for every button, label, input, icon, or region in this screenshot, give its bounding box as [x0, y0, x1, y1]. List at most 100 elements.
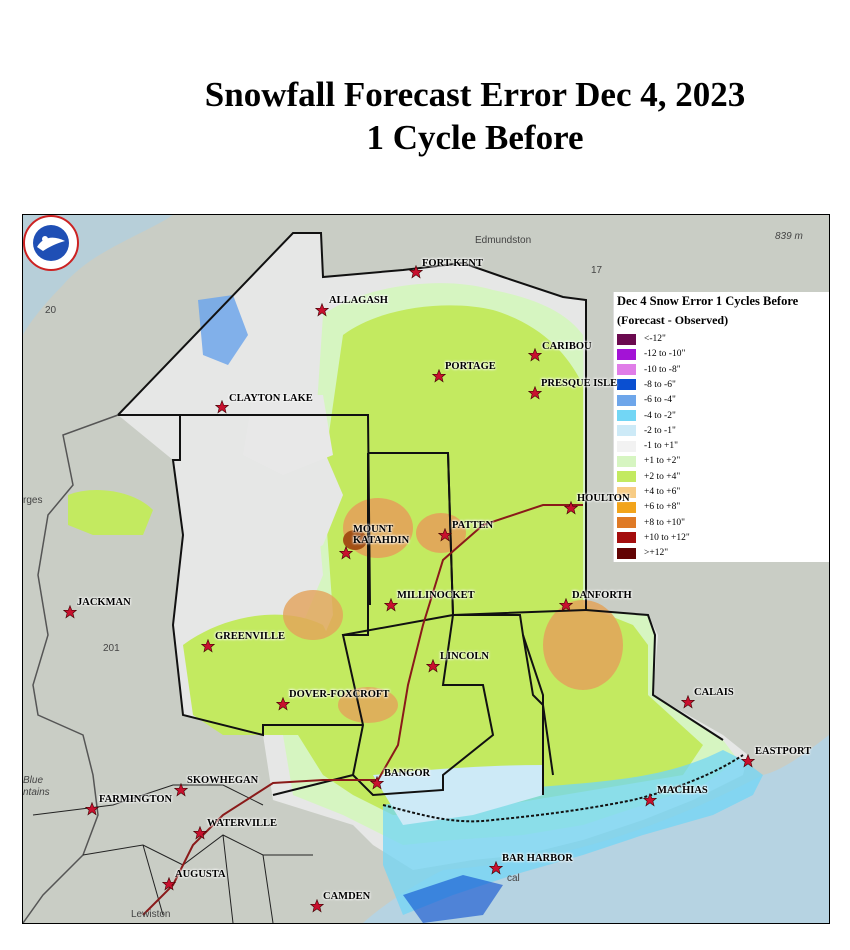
city-star-icon[interactable]	[426, 659, 440, 673]
error-patch-katahdin-peak	[343, 530, 367, 550]
city-label-camden: CAMDEN	[323, 891, 371, 902]
legend-label: +2 to +4"	[644, 471, 681, 482]
legend-swatch	[617, 425, 636, 437]
city-label-eastport: EASTPORT	[755, 746, 812, 757]
city-star-icon[interactable]	[63, 605, 77, 619]
label-edmundston: Edmundston	[475, 235, 532, 246]
legend-label: +1 to +2"	[644, 456, 681, 467]
city-label-clayton-lake: CLAYTON LAKE	[229, 393, 313, 404]
city-label-greenville: GREENVILLE	[215, 631, 286, 642]
error-patch-greenville	[283, 590, 343, 640]
city-star-icon[interactable]	[564, 501, 578, 515]
legend-swatch	[617, 348, 636, 360]
city-star-icon[interactable]	[528, 348, 542, 362]
legend-item: <-12"	[617, 332, 666, 346]
legend-label: -10 to -8"	[644, 364, 681, 375]
legend-item: -4 to -2"	[617, 409, 676, 423]
legend-label: +6 to +8"	[644, 502, 681, 513]
city-label-machias: MACHIAS	[657, 785, 708, 796]
legend-label: >+12"	[644, 548, 669, 559]
error-band-plus2-west	[183, 614, 353, 735]
forecast-error-map[interactable]: Edmundston 839 m 17 20 201 rges Blue nta…	[22, 214, 830, 924]
city-star-icon[interactable]	[201, 639, 215, 653]
city-star-icon[interactable]	[384, 598, 398, 612]
city-star-icon[interactable]	[438, 528, 452, 542]
label-lewiston: Lewiston	[131, 909, 171, 920]
legend-label: +4 to +6"	[644, 487, 681, 497]
legend-item: +10 to +12"	[617, 531, 690, 545]
legend-label: -1 to +1"	[644, 441, 679, 452]
city-label-presque-isle: PRESQUE ISLE	[541, 378, 618, 389]
legend-swatch	[617, 455, 636, 467]
city-label-farmington: FARMINGTON	[99, 794, 173, 805]
city-label-augusta: AUGUSTA	[175, 869, 226, 880]
city-star-icon[interactable]	[432, 369, 446, 383]
city-star-icon[interactable]	[559, 598, 573, 612]
legend-label: +8 to +10"	[644, 517, 685, 528]
city-star-icon[interactable]	[409, 265, 423, 279]
legend-swatch	[617, 364, 636, 376]
city-star-icon[interactable]	[489, 861, 503, 875]
legend-swatch	[617, 333, 636, 345]
legend-swatch	[617, 379, 636, 391]
legend-swatch	[617, 517, 636, 529]
city-star-icon[interactable]	[528, 386, 542, 400]
legend-item: +2 to +4"	[617, 470, 680, 484]
chart-title: Snowfall Forecast Error Dec 4, 2023	[204, 75, 746, 114]
error-band-minus2-coast	[383, 750, 763, 915]
city-star-icon[interactable]	[741, 754, 755, 768]
chart-subtitle: 1 Cycle Before	[366, 118, 584, 157]
state-border	[23, 414, 119, 923]
legend-label: +10 to +12"	[644, 532, 690, 543]
legend-swatch	[617, 501, 636, 513]
legend-item: >+12"	[617, 546, 668, 560]
legend-item: -10 to -8"	[617, 363, 681, 377]
map-legend: Dec 4 Snow Error 1 Cycles Before (Foreca…	[613, 292, 829, 562]
city-star-icon[interactable]	[370, 776, 384, 790]
label-route-20: 20	[45, 305, 57, 316]
coastline	[382, 754, 744, 823]
legend-label: -12 to -10"	[644, 349, 686, 360]
label-cal: cal	[507, 873, 520, 884]
city-star-icon[interactable]	[276, 697, 290, 711]
legend-item: -6 to -4"	[617, 393, 676, 407]
city-star-icon[interactable]	[174, 783, 188, 797]
city-star-icon[interactable]	[215, 400, 229, 414]
city-star-icon[interactable]	[315, 303, 329, 317]
city-star-icon[interactable]	[339, 546, 353, 560]
city-label-skowhegan: SKOWHEGAN	[187, 775, 259, 786]
legend-title: Dec 4 Snow Error 1 Cycles Before	[617, 294, 799, 308]
city-star-icon[interactable]	[681, 695, 695, 709]
city-star-icon[interactable]	[643, 793, 657, 807]
legend-swatch	[617, 532, 636, 544]
legend-swatch	[617, 394, 636, 406]
city-label-lincoln: LINCOLN	[440, 651, 490, 662]
city-label-patten: PATTEN	[452, 520, 494, 531]
city-star-icon[interactable]	[193, 826, 207, 840]
legend-item: -12 to -10"	[617, 347, 685, 361]
legend-subtitle: (Forecast - Observed)	[617, 313, 729, 327]
city-star-icon[interactable]	[162, 877, 176, 891]
label-blue-mountains-1: Blue	[23, 775, 44, 786]
legend-swatch	[617, 440, 636, 452]
city-label-mount-katahdin: MOUNT KATAHDIN	[353, 524, 410, 546]
label-gorges: rges	[23, 495, 43, 506]
city-label-portage: PORTAGE	[445, 361, 496, 372]
legend-item: -2 to -1"	[617, 424, 676, 438]
city-label-fort-kent: FORT KENT	[422, 258, 483, 269]
legend-item: -1 to +1"	[617, 439, 678, 453]
legend-item: +4 to +6"	[617, 485, 680, 499]
city-label-millinocket: MILLINOCKET	[397, 590, 475, 601]
city-label-dover-foxcroft: DOVER-FOXCROFT	[289, 689, 390, 700]
city-label-waterville: WATERVILLE	[207, 818, 278, 829]
legend-swatch	[617, 547, 636, 559]
city-label-houlton: HOULTON	[577, 493, 630, 504]
legend-label: -4 to -2"	[644, 410, 676, 421]
city-label-jackman: JACKMAN	[77, 597, 131, 608]
error-band-minus6-coast	[403, 875, 503, 923]
city-star-icon[interactable]	[310, 899, 324, 913]
legend-label: <-12"	[644, 334, 666, 344]
label-route-17: 17	[591, 265, 603, 276]
city-label-bar-harbor: BAR HARBOR	[502, 853, 573, 864]
city-star-icon[interactable]	[85, 802, 99, 816]
